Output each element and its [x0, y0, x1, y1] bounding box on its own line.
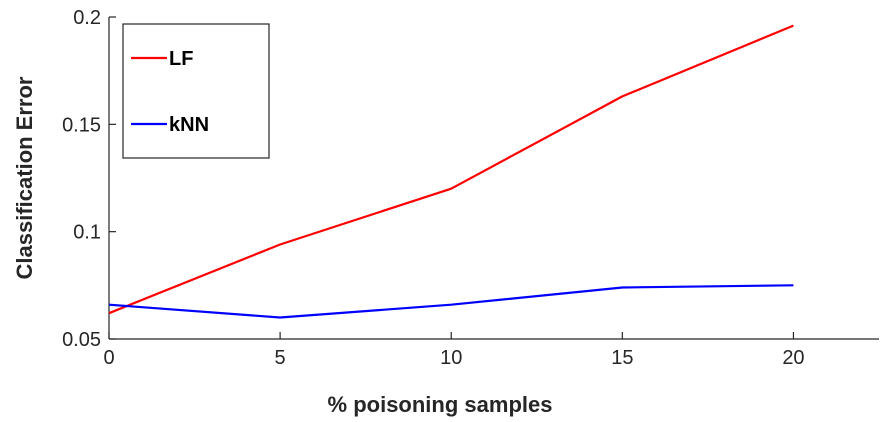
series-line-knn [108, 284, 794, 319]
y-tick-label: 0.15 [62, 114, 101, 136]
x-tick-label: 5 [275, 347, 286, 369]
axes: 0 5 10 15 20 0.05 0.1 0.15 0.2 [62, 7, 879, 369]
y-tick-label: 0.2 [73, 7, 101, 29]
series-line-lf [108, 24, 794, 315]
x-axis-title: % poisoning samples [328, 392, 553, 417]
x-tick-label: 10 [440, 347, 462, 369]
legend-box [122, 23, 270, 159]
x-tick-label: 20 [782, 347, 804, 369]
legend: LF kNN [122, 23, 270, 159]
y-tick-label: 0.1 [73, 222, 101, 244]
x-tick-label: 15 [611, 347, 633, 369]
legend-label-lf: LF [169, 48, 193, 70]
x-tick-label: 0 [103, 347, 114, 369]
y-axis-title: Classification Error [12, 76, 37, 279]
legend-label-knn: kNN [169, 114, 209, 136]
series-lines [108, 24, 794, 319]
y-tick-label: 0.05 [62, 329, 101, 351]
